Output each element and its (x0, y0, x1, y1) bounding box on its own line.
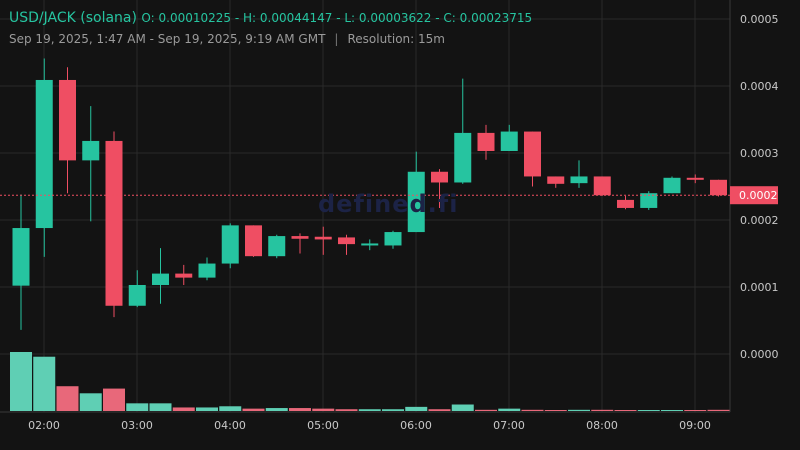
resolution-label[interactable]: Resolution: 15m (347, 32, 445, 46)
volume-bar (196, 407, 218, 411)
x-tick-label: 05:00 (307, 419, 339, 432)
volume-bar (126, 403, 149, 411)
candle-body (570, 176, 588, 184)
candle-body (175, 273, 193, 278)
y-tick-label: 0.0004 (740, 80, 779, 93)
candle-body (245, 225, 262, 257)
candle-body (128, 284, 146, 306)
ohlc-readout: O: 0.00010225 - H: 0.00044147 - L: 0.000… (141, 11, 533, 25)
volume-bar (219, 406, 242, 411)
volume-bar (544, 410, 567, 411)
candle-body (663, 177, 681, 194)
candle-body (361, 243, 379, 246)
candle-body (407, 171, 425, 233)
time-range: Sep 19, 2025, 1:47 AM - Sep 19, 2025, 9:… (9, 32, 326, 46)
volume-bar (382, 409, 404, 411)
volume-bar (707, 409, 730, 411)
candle-body (524, 131, 541, 177)
candle-body (431, 171, 448, 183)
candle-body (384, 232, 402, 246)
volume-bar (568, 409, 590, 411)
candle-body (338, 237, 355, 245)
candle-body (221, 225, 239, 264)
candle-body (314, 236, 332, 240)
x-tick-label: 02:00 (28, 419, 60, 432)
x-tick-label: 09:00 (679, 419, 711, 432)
candle-body (152, 273, 169, 285)
x-tick-label: 06:00 (400, 419, 432, 432)
volume-bar (149, 403, 172, 411)
volume-bar (33, 356, 56, 411)
y-tick-label: 0.0000 (740, 348, 779, 361)
y-tick-label: 0.0001 (740, 281, 779, 294)
volume-bar (405, 406, 428, 411)
candle-body (35, 79, 53, 229)
volume-bar (591, 409, 614, 411)
volume-bar (521, 409, 544, 411)
candle-body (500, 131, 518, 151)
x-tick-label: 03:00 (121, 419, 153, 432)
y-tick-label: 0.0003 (740, 147, 779, 160)
volume-bar (637, 410, 660, 411)
volume-bar (312, 408, 335, 411)
chart-header: USD/JACK (solana) O: 0.00010225 - H: 0.0… (9, 10, 532, 26)
watermark-logo: defined.fi (318, 190, 459, 218)
volume-bar (358, 409, 381, 411)
candle-body (82, 140, 100, 161)
volume-bar (475, 409, 497, 411)
candle-body (477, 132, 495, 151)
volume-bar (684, 410, 707, 411)
current-price-label: 0.0002 (739, 189, 778, 202)
candle-body (59, 79, 76, 161)
volume-bar (451, 404, 474, 411)
candle-body (617, 199, 634, 208)
candle-body (268, 236, 286, 257)
candle-body (686, 177, 704, 180)
x-tick-label: 07:00 (493, 419, 525, 432)
current-price-badge (730, 186, 778, 205)
candle-body (547, 176, 565, 184)
volume-bar (10, 352, 32, 411)
volume-bar (661, 410, 683, 411)
y-tick-label: 0.0002 (740, 214, 779, 227)
pair-title: USD/JACK (solana) (9, 10, 137, 26)
volume-bar (498, 408, 521, 411)
volume-bar (289, 408, 311, 411)
volume-bar (103, 388, 125, 411)
volume-bar (335, 409, 358, 411)
volume-bar (614, 410, 637, 411)
chart-subheader: Sep 19, 2025, 1:47 AM - Sep 19, 2025, 9:… (9, 32, 445, 46)
candle-body (12, 228, 30, 286)
candle-body (198, 263, 216, 278)
candle-body (710, 179, 727, 196)
volume-bar (265, 408, 288, 411)
candle-body (640, 193, 658, 208)
volume-bar (428, 409, 451, 411)
candle-body (593, 176, 611, 196)
volume-bar (79, 393, 102, 411)
volume-bar (56, 386, 79, 411)
x-tick-label: 08:00 (586, 419, 618, 432)
candle-body (454, 132, 472, 183)
y-tick-label: 0.0005 (740, 13, 779, 26)
candle-body (291, 236, 309, 239)
separator: | (334, 32, 339, 46)
candle-body (105, 140, 123, 306)
volume-bar (172, 407, 195, 411)
volume-bar (242, 408, 265, 411)
x-tick-label: 04:00 (214, 419, 246, 432)
